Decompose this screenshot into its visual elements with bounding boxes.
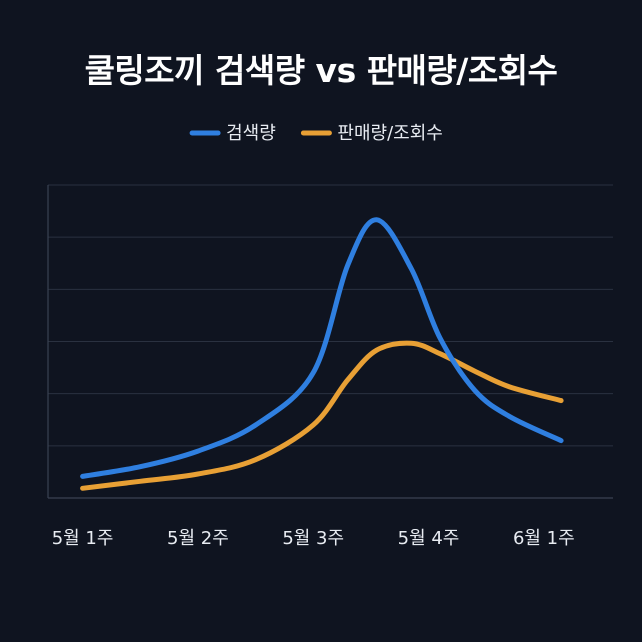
chart-grid — [48, 184, 613, 447]
x-tick-label-2: 5월 3주 — [282, 528, 344, 549]
legend-label-0: 검색량 — [226, 123, 276, 144]
x-tick-label-1: 5월 2주 — [167, 528, 229, 549]
x-tick-label-3: 5월 4주 — [398, 528, 460, 549]
chart-series — [80, 217, 564, 491]
series-line-0 — [80, 217, 564, 479]
legend-label-1: 판매량/조회수 — [337, 123, 442, 144]
x-axis-tick-labels: 5월 1주 5월 2주 5월 3주 5월 4주 6월 1주 — [52, 528, 575, 549]
chart-title: 쿨링조끼 검색량 vs 판매량/조회수 — [84, 51, 558, 90]
x-tick-label-4: 6월 1주 — [513, 528, 575, 549]
series-line-1 — [80, 340, 564, 491]
chart-axes — [47, 185, 613, 499]
chart-legend: 검색량 판매량/조회수 — [189, 123, 443, 144]
x-tick-label-0: 5월 1주 — [52, 528, 114, 549]
